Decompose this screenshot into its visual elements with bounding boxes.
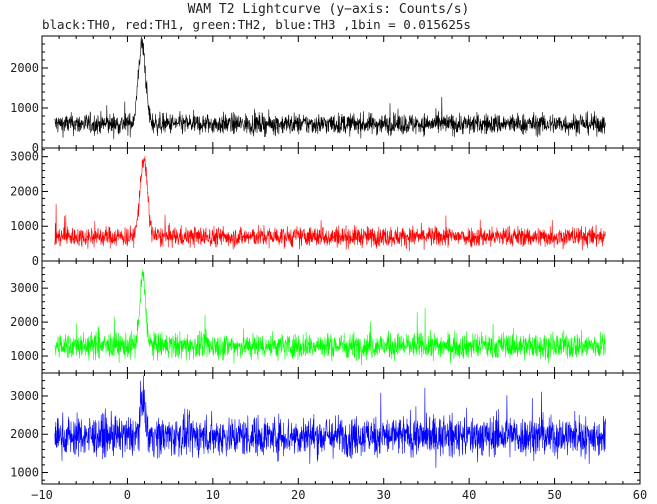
x-tick-label: 20 [291,488,305,502]
x-tick-label: −10 [31,488,53,502]
chart-title: WAM T2 Lightcurve (y−axis: Counts/s) [187,2,470,17]
x-tick-label: 10 [206,488,220,502]
panel-frame [41,35,641,149]
y-tick-label: 3000 [10,281,39,295]
y-tick-label: 3000 [10,389,39,403]
series-line-th0 [54,36,606,140]
y-tick-label: 0 [32,254,39,268]
y-tick-label: 3000 [10,150,39,164]
y-tick-label: 1000 [10,219,39,233]
x-tick-label: 60 [633,488,647,502]
panel-th0: 0 1000 2000 [10,35,641,155]
y-tick-label: 1000 [10,466,39,480]
series-line-th2 [54,269,606,366]
chart-subtitle: black:TH0, red:TH1, green:TH2, blue:TH3 … [42,17,471,32]
x-tick-label: 50 [547,488,561,502]
panel-frame [41,372,641,485]
panel-th2: 1000 2000 3000 [10,260,641,374]
y-tick-label: 0 [32,141,39,155]
y-tick-label: 2000 [10,315,39,329]
series-line-th1 [54,155,606,252]
series-line-th3 [54,375,606,468]
x-tick-label: 40 [462,488,476,502]
panel-th1: 0 1000 2000 3000 [10,147,641,268]
y-tick-label: 1000 [10,101,39,115]
x-tick-label: 0 [124,488,131,502]
y-tick-label: 2000 [10,427,39,441]
y-tick-label: 1000 [10,349,39,363]
panel-th3: 1000 2000 3000 [10,372,641,485]
x-tick-label: 30 [376,488,390,502]
y-tick-label: 2000 [10,184,39,198]
y-tick-label: 2000 [10,61,39,75]
